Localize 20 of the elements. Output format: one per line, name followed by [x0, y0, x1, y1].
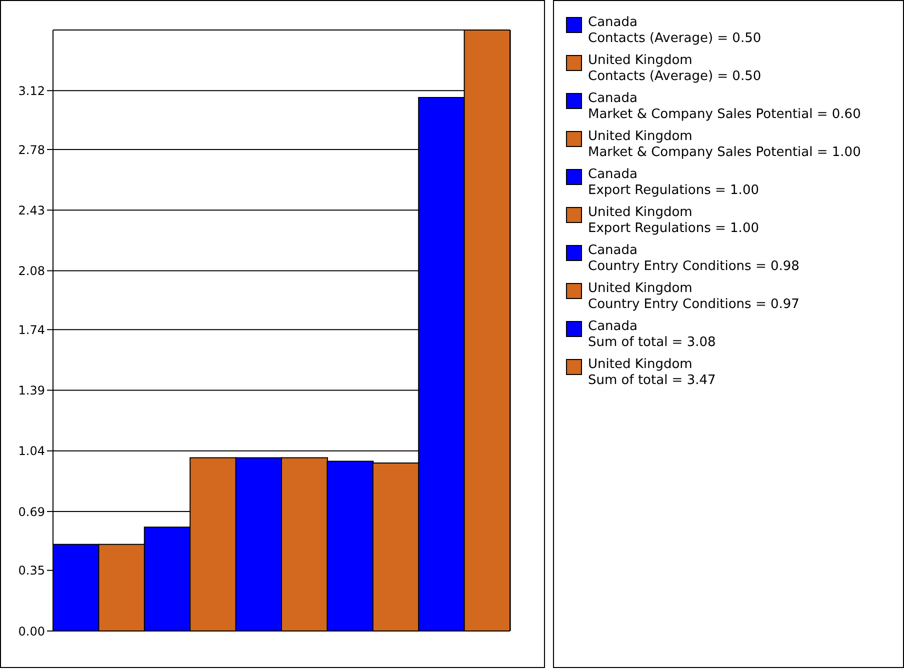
- y-tick-label: 2.78: [18, 142, 45, 157]
- legend-label: Canada Market & Company Sales Potential = 0.60: [588, 91, 861, 123]
- legend-label: United Kingdom Export Regulations = 1.00: [588, 205, 759, 237]
- legend-label: United Kingdom Country Entry Conditions = 0.97: [588, 281, 800, 313]
- legend-label: United Kingdom Sum of total = 3.47: [588, 357, 716, 389]
- y-tick-label: 2.43: [18, 203, 45, 218]
- y-tick-label: 0.00: [18, 624, 45, 638]
- legend-label: Canada Export Regulations = 1.00: [588, 167, 759, 199]
- y-tick-label: 0.35: [18, 564, 45, 578]
- legend-label: Canada Sum of total = 3.08: [588, 319, 716, 351]
- legend-label: Canada Country Entry Conditions = 0.98: [588, 243, 800, 275]
- legend-label: United Kingdom Contacts (Average) = 0.50: [588, 53, 762, 85]
- y-tick-label: 3.12: [18, 84, 45, 98]
- y-tick-label: 1.74: [18, 322, 45, 337]
- y-tick-label: 1.39: [18, 384, 45, 398]
- legend-label: Canada Contacts (Average) = 0.50: [588, 15, 762, 47]
- y-tick-label: 1.04: [18, 444, 45, 458]
- legend-label: United Kingdom Market & Company Sales Potential = 1.00: [588, 129, 861, 161]
- y-tick-label: 0.69: [18, 504, 45, 519]
- y-tick-label: 2.08: [18, 264, 45, 278]
